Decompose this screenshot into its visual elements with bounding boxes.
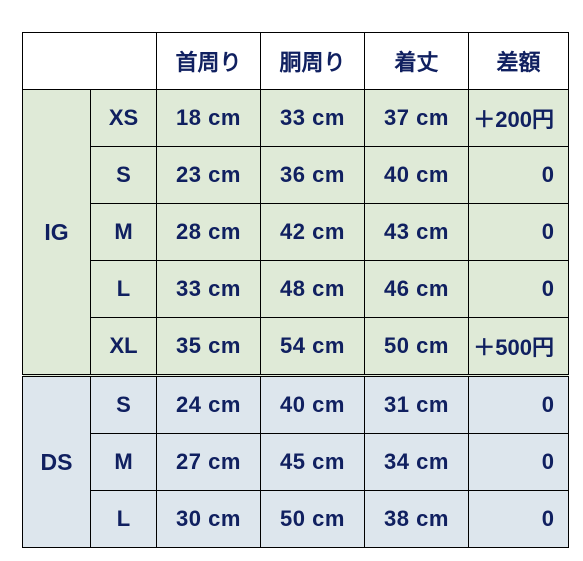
diff-cell: ＋500円 xyxy=(469,318,569,376)
len-cell: 37 cm xyxy=(365,90,469,147)
size-cell: XS xyxy=(91,90,157,147)
len-cell: 38 cm xyxy=(365,491,469,548)
neck-cell: 30 cm xyxy=(157,491,261,548)
diff-cell: 0 xyxy=(469,147,569,204)
diff-cell: 0 xyxy=(469,376,569,434)
body-cell: 42 cm xyxy=(261,204,365,261)
group-label-ds: DS xyxy=(23,376,91,548)
len-cell: 34 cm xyxy=(365,434,469,491)
diff-cell: 0 xyxy=(469,261,569,318)
size-cell: S xyxy=(91,147,157,204)
table-row: DS S 24 cm 40 cm 31 cm 0 xyxy=(23,376,569,434)
table-row: M 27 cm 45 cm 34 cm 0 xyxy=(23,434,569,491)
table-row: L 30 cm 50 cm 38 cm 0 xyxy=(23,491,569,548)
size-cell: XL xyxy=(91,318,157,376)
diff-cell: 0 xyxy=(469,434,569,491)
neck-cell: 18 cm xyxy=(157,90,261,147)
table-wrapper: 首周り 胴周り 着丈 差額 IG XS 18 cm 33 cm 37 cm ＋2… xyxy=(0,0,583,548)
neck-cell: 23 cm xyxy=(157,147,261,204)
size-table: 首周り 胴周り 着丈 差額 IG XS 18 cm 33 cm 37 cm ＋2… xyxy=(22,32,569,548)
size-cell: M xyxy=(91,434,157,491)
table-row: M 28 cm 42 cm 43 cm 0 xyxy=(23,204,569,261)
size-cell: L xyxy=(91,261,157,318)
header-body: 胴周り xyxy=(261,33,365,90)
body-cell: 50 cm xyxy=(261,491,365,548)
body-cell: 33 cm xyxy=(261,90,365,147)
table-row: S 23 cm 36 cm 40 cm 0 xyxy=(23,147,569,204)
len-cell: 50 cm xyxy=(365,318,469,376)
header-diff: 差額 xyxy=(469,33,569,90)
size-cell: L xyxy=(91,491,157,548)
neck-cell: 33 cm xyxy=(157,261,261,318)
len-cell: 31 cm xyxy=(365,376,469,434)
table-row: XL 35 cm 54 cm 50 cm ＋500円 xyxy=(23,318,569,376)
neck-cell: 28 cm xyxy=(157,204,261,261)
size-cell: S xyxy=(91,376,157,434)
neck-cell: 35 cm xyxy=(157,318,261,376)
size-cell: M xyxy=(91,204,157,261)
header-blank-1 xyxy=(23,33,157,90)
len-cell: 40 cm xyxy=(365,147,469,204)
diff-cell: 0 xyxy=(469,204,569,261)
body-cell: 45 cm xyxy=(261,434,365,491)
group-label-ig: IG xyxy=(23,90,91,376)
header-row: 首周り 胴周り 着丈 差額 xyxy=(23,33,569,90)
neck-cell: 27 cm xyxy=(157,434,261,491)
len-cell: 43 cm xyxy=(365,204,469,261)
body-cell: 36 cm xyxy=(261,147,365,204)
header-neck: 首周り xyxy=(157,33,261,90)
diff-cell: 0 xyxy=(469,491,569,548)
len-cell: 46 cm xyxy=(365,261,469,318)
neck-cell: 24 cm xyxy=(157,376,261,434)
header-len: 着丈 xyxy=(365,33,469,90)
body-cell: 40 cm xyxy=(261,376,365,434)
diff-cell: ＋200円 xyxy=(469,90,569,147)
table-row: L 33 cm 48 cm 46 cm 0 xyxy=(23,261,569,318)
body-cell: 48 cm xyxy=(261,261,365,318)
table-row: IG XS 18 cm 33 cm 37 cm ＋200円 xyxy=(23,90,569,147)
body-cell: 54 cm xyxy=(261,318,365,376)
